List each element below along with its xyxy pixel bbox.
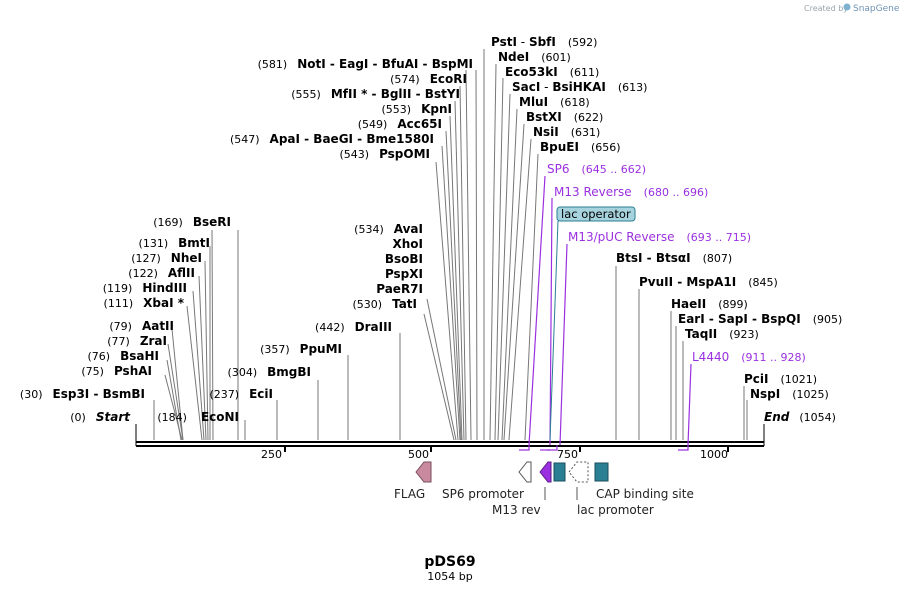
enzyme-label: (77) ZraI: [107, 334, 167, 348]
enzyme-label: SacI - BsiHKAI (613): [512, 80, 647, 94]
enzyme-label: (75) PshAI: [81, 364, 152, 378]
enzyme-label: (553) KpnI: [382, 102, 453, 116]
enzymes-middle: (534) AvaI XhoI BsoBI PspXI PaeR7I (530) T…: [210, 222, 423, 401]
lac-promoter-label: lac promoter: [577, 503, 654, 517]
enzyme-label: MluI (618): [519, 95, 590, 109]
lac-operator-feature: [553, 462, 566, 482]
snapgene-logo-icon: [843, 3, 851, 11]
lac-operator-box: [556, 206, 636, 222]
enzyme-label: (581) NotI - EagI - BfuAI - BspMI: [258, 57, 473, 71]
primer-labels: SP6 (645 .. 662) M13 Reverse (680 .. 696) …: [547, 162, 806, 364]
enzyme-label: (76) BsaHI: [88, 349, 160, 363]
cut-site-lines: [153, 49, 748, 441]
enzyme-label: (111) XbaI *: [104, 296, 185, 310]
scale-ticks: 250 500 750 1000: [261, 446, 729, 461]
enzyme-label: EarI - SapI - BspQI (905): [678, 312, 842, 326]
enzyme-label: BsoBI: [385, 252, 423, 266]
m13-rev-arrow: [539, 461, 552, 483]
lac-operator-line: [549, 220, 559, 441]
enzyme-label: (304) BmgBI: [228, 365, 311, 379]
enzyme-label: (549) Acc65I: [358, 117, 442, 131]
enzyme-label: XhoI: [392, 237, 423, 251]
enzyme-label: PaeR7I: [376, 282, 423, 296]
enzyme-label: (574) EcoRI: [390, 72, 467, 86]
cap-binding-site-feature: [594, 462, 609, 482]
enzyme-label: (127) NheI: [131, 251, 202, 265]
credit-text: Created by: [804, 4, 848, 13]
sp6-promoter-arrow: [518, 461, 532, 483]
primer-l4440: L4440 (911 .. 928): [692, 350, 806, 364]
enzyme-label: TaqII (923): [685, 327, 759, 341]
enzyme-label: (237) EciI: [210, 387, 273, 401]
enzyme-label: (79) AatII: [109, 319, 174, 333]
flag-label: FLAG: [394, 487, 425, 501]
enzyme-label: BstXI (622): [526, 110, 603, 124]
enzyme-label: (543) PspOMI: [339, 147, 430, 161]
enzyme-label: (30) Esp3I - BsmBI: [20, 387, 145, 401]
enzyme-label: (131) BmtI: [139, 236, 210, 250]
enzyme-label: PspXI: [385, 267, 423, 281]
primer-m13-puc-reverse: M13/pUC Reverse (693 .. 715): [568, 230, 751, 244]
tick-label-1000: 1000: [700, 448, 728, 461]
enzyme-label: (119) HindIII: [103, 281, 187, 295]
enzyme-label: PciI (1021): [744, 372, 817, 386]
enzyme-label: (547) ApaI - BaeGI - Bme1580I: [230, 132, 434, 146]
start-label: (0) Start: [70, 410, 131, 424]
primer-m13-reverse: M13 Reverse (680 .. 696): [554, 185, 708, 199]
lac-operator-label: lac operator: [561, 207, 631, 221]
end-label: End (1054): [764, 410, 836, 424]
enzyme-label: HaeII (899): [671, 297, 748, 311]
enzymes-far-left: (169) BseRI (131) BmtI (127) NheI (122) AflI…: [20, 215, 239, 424]
enzyme-label: NspI (1025): [750, 387, 829, 401]
lac-promoter-arrow: [568, 461, 589, 483]
tick-label-750: 750: [557, 448, 578, 461]
enzyme-label: (555) MfII * - BglII - BstYI: [291, 87, 460, 101]
credit-brand: SnapGene: [853, 4, 900, 14]
enzymes-far-right: BtsI - BtsαI (807) PvuII - MspA1I (845) Ha…: [616, 251, 842, 401]
cap-binding-site-label: CAP binding site: [596, 487, 694, 501]
enzyme-label: Eco53kI (611): [505, 65, 599, 79]
enzyme-label: (442) DraIII: [315, 320, 392, 334]
flag-feature-arrow: [415, 461, 432, 483]
enzyme-label: (534) AvaI: [354, 222, 423, 236]
enzyme-label: PstI - SbfI (592): [491, 35, 597, 49]
enzyme-label: (169) BseRI: [153, 215, 231, 229]
tick-label-250: 250: [261, 448, 282, 461]
plasmid-length: 1054 bp: [427, 570, 472, 583]
enzymes-top-right: PstI - SbfI (592) NdeI (601) Eco53kI (611) …: [491, 35, 647, 154]
enzymes-top-left: (581) NotI - EagI - BfuAI - BspMI (574) Ec…: [230, 57, 473, 161]
m13-rev-label: M13 rev: [492, 503, 541, 517]
features: FLAG SP6 promoter M13 rev lac promoter C…: [394, 461, 694, 517]
sp6-promoter-label: SP6 promoter: [442, 487, 524, 501]
enzyme-label: NdeI (601): [498, 50, 571, 64]
tick-label-500: 500: [408, 448, 429, 461]
primer-lines: [519, 175, 692, 451]
enzyme-label: BtsI - BtsαI (807): [616, 251, 732, 265]
plasmid-name: pDS69: [424, 554, 475, 570]
enzyme-label: (357) PpuMI: [260, 342, 342, 356]
primer-sp6: SP6 (645 .. 662): [547, 162, 646, 176]
enzyme-label: NsiI (631): [533, 125, 600, 139]
enzyme-label: (530) TatI: [352, 297, 417, 311]
enzyme-label: (122) AflII: [128, 266, 195, 280]
enzyme-label: BpuEI (656): [540, 140, 621, 154]
enzyme-label: PvuII - MspA1I (845): [639, 275, 778, 289]
enzyme-label: (184) EcoNI: [157, 410, 239, 424]
